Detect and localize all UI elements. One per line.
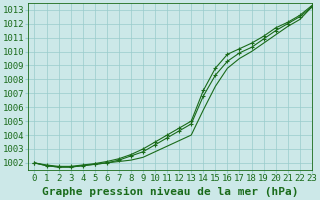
X-axis label: Graphe pression niveau de la mer (hPa): Graphe pression niveau de la mer (hPa) — [42, 187, 298, 197]
